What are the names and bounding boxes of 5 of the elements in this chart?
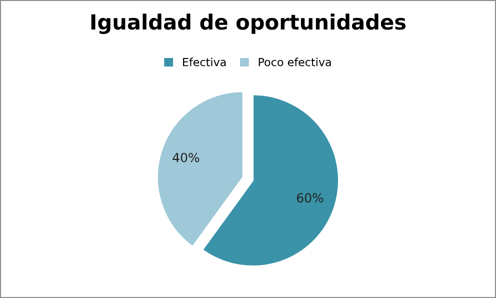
legend-label: Poco efectiva — [258, 58, 331, 66]
data-label: 40% — [172, 152, 200, 162]
chart-title: Igualdad de oportunidades — [91, 14, 406, 34]
data-label: 60% — [297, 193, 324, 203]
legend-label: Efectiva — [183, 58, 226, 66]
